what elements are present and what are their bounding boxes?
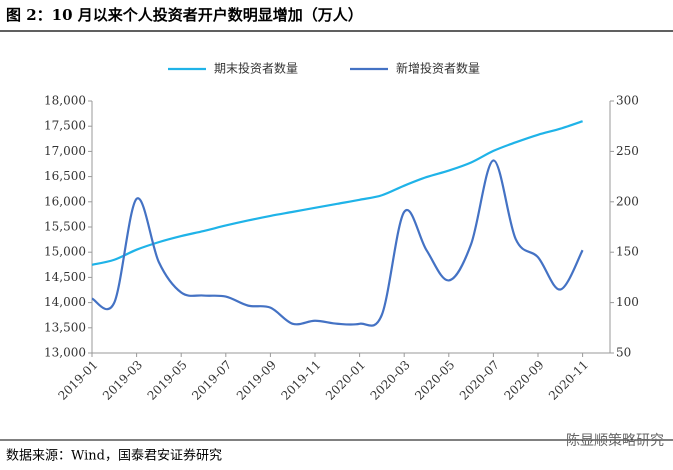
- y-tick-label: 18,000: [44, 94, 86, 108]
- y2-tick-label: 250: [616, 144, 639, 158]
- y2-tick-label: 100: [616, 295, 639, 309]
- y-tick-label: 14,000: [44, 295, 86, 309]
- x-tick-label: 2020-07: [457, 358, 502, 403]
- chart-title: 图 2：10 月以来个人投资者开户数明显增加（万人）: [6, 6, 363, 24]
- x-tick-label: 2020-01: [323, 358, 368, 403]
- y-tick-label: 16,500: [44, 169, 86, 183]
- source: 数据来源：Wind，国泰君安证券研究: [6, 448, 222, 464]
- x-tick-label: 2019-01: [55, 358, 100, 403]
- y-tick-label: 13,000: [44, 346, 86, 360]
- watermark: 陈显顺策略研究: [566, 432, 664, 449]
- y-tick-label: 14,500: [44, 270, 86, 284]
- y-tick-label: 17,000: [44, 144, 86, 158]
- x-tick-label: 2019-07: [189, 358, 234, 403]
- x-tick-label: 2019-03: [100, 358, 145, 403]
- x-tick-label: 2019-11: [278, 358, 323, 403]
- x-tick-label: 2019-05: [145, 358, 190, 403]
- y2-tick-label: 200: [616, 194, 639, 208]
- y-tick-label: 13,500: [44, 320, 86, 334]
- y2-tick-label: 50: [616, 346, 631, 360]
- legend-label: 新增投资者数量: [396, 61, 480, 76]
- y-tick-label: 15,000: [44, 245, 86, 259]
- x-tick-label: 2020-05: [412, 358, 457, 403]
- y-tick-label: 17,500: [44, 119, 86, 133]
- y2-tick-label: 150: [616, 245, 639, 259]
- legend-label: 期末投资者数量: [214, 61, 298, 76]
- x-tick-label: 2020-03: [368, 358, 413, 403]
- x-tick-label: 2019-09: [234, 358, 279, 403]
- series-line: [91, 120, 583, 266]
- y-tick-label: 16,000: [44, 194, 86, 208]
- x-tick-label: 2020-09: [501, 358, 546, 403]
- y-tick-label: 15,500: [44, 220, 86, 234]
- series-line: [91, 159, 584, 327]
- y2-tick-label: 300: [616, 94, 639, 108]
- x-tick-label: 2020-11: [546, 358, 591, 403]
